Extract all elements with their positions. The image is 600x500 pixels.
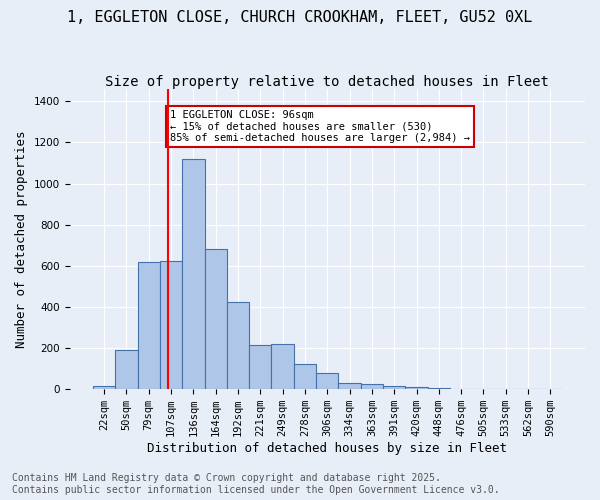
Bar (227, 302, 249, 389)
Bar (361, 384, 383, 389)
X-axis label: Distribution of detached houses by size in Fleet: Distribution of detached houses by size … (147, 442, 507, 455)
Bar (294, 364, 316, 389)
Bar (249, 345, 271, 389)
Bar (160, 260, 182, 389)
Bar (205, 250, 227, 389)
Bar (316, 373, 338, 389)
Bar (406, 387, 428, 389)
Text: 1, EGGLETON CLOSE, CHURCH CROOKHAM, FLEET, GU52 0XL: 1, EGGLETON CLOSE, CHURCH CROOKHAM, FLEE… (67, 10, 533, 25)
Bar (428, 388, 450, 389)
Bar (338, 383, 361, 389)
Bar (137, 262, 160, 389)
Bar (383, 386, 406, 389)
Y-axis label: Number of detached properties: Number of detached properties (15, 130, 28, 348)
Title: Size of property relative to detached houses in Fleet: Size of property relative to detached ho… (106, 75, 549, 89)
Bar (271, 344, 294, 389)
Bar (182, 159, 205, 389)
Text: 1 EGGLETON CLOSE: 96sqm
← 15% of detached houses are smaller (530)
85% of semi-d: 1 EGGLETON CLOSE: 96sqm ← 15% of detache… (170, 110, 470, 143)
Bar (93, 386, 115, 389)
Text: Contains HM Land Registry data © Crown copyright and database right 2025.
Contai: Contains HM Land Registry data © Crown c… (12, 474, 500, 495)
Bar (115, 350, 137, 389)
